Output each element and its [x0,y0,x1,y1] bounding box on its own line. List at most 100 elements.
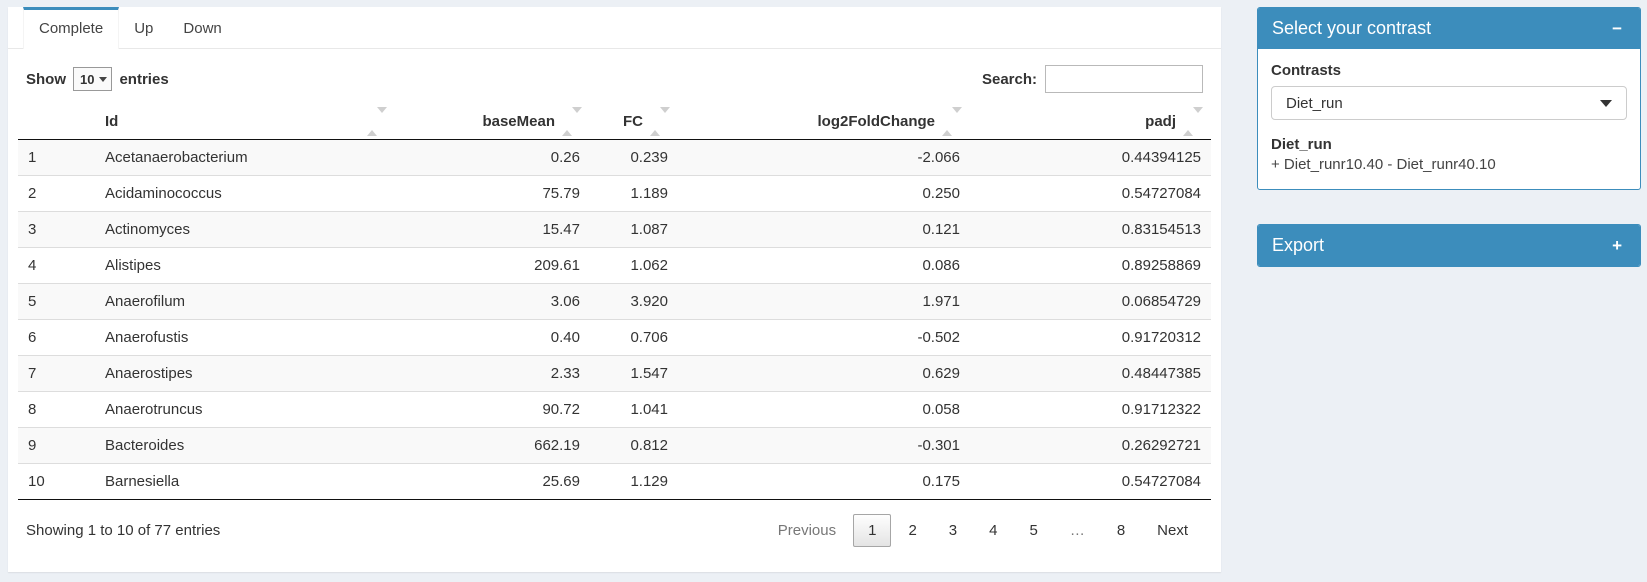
header-basemean-label: baseMean [482,113,555,130]
search-label: Search: [982,71,1037,88]
cell-fc: 1.547 [590,356,678,392]
cell-fc: 1.189 [590,176,678,212]
cell-basemean: 90.72 [395,392,590,428]
cell-row-number: 7 [18,356,95,392]
header-log2foldchange[interactable]: log2FoldChange [678,105,970,140]
cell-row-number: 1 [18,140,95,176]
cell-id: Actinomyces [95,212,395,248]
cell-id: Anaerostipes [95,356,395,392]
page-button-5[interactable]: 5 [1014,514,1052,547]
header-id[interactable]: Id [95,105,395,140]
table-info: Showing 1 to 10 of 77 entries [26,522,220,539]
header-row-number [18,105,95,140]
cell-row-number: 8 [18,392,95,428]
cell-log2foldchange: -0.301 [678,428,970,464]
page-button-1[interactable]: 1 [853,514,891,547]
cell-padj: 0.44394125 [970,140,1211,176]
header-padj-label: padj [1145,113,1176,130]
cell-padj: 0.91712322 [970,392,1211,428]
table-row: 4 Alistipes 209.61 1.062 0.086 0.8925886… [18,248,1211,284]
page-button-2[interactable]: 2 [893,514,931,547]
cell-id: Bacteroides [95,428,395,464]
cell-basemean: 0.26 [395,140,590,176]
collapse-minus-icon[interactable]: − [1608,20,1626,38]
contrast-name: Diet_run [1271,136,1627,153]
cell-log2foldchange: -0.502 [678,320,970,356]
cell-row-number: 9 [18,428,95,464]
page-length-select[interactable]: 10 [73,67,112,91]
header-padj[interactable]: padj [970,105,1211,140]
entries-label: entries [119,71,168,88]
table-row: 7 Anaerostipes 2.33 1.547 0.629 0.484473… [18,356,1211,392]
select-contrast-header[interactable]: Select your contrast − [1258,8,1640,49]
tab-complete[interactable]: Complete [23,7,119,49]
tab-down[interactable]: Down [168,7,236,48]
page-button-4[interactable]: 4 [974,514,1012,547]
page-length-control: Show 10 entries [26,67,169,91]
cell-log2foldchange: 0.250 [678,176,970,212]
table-row: 6 Anaerofustis 0.40 0.706 -0.502 0.91720… [18,320,1211,356]
cell-id: Anaerofilum [95,284,395,320]
expand-plus-icon[interactable]: + [1608,237,1626,255]
cell-padj: 0.48447385 [970,356,1211,392]
header-fc[interactable]: FC [590,105,678,140]
table-row: 5 Anaerofilum 3.06 3.920 1.971 0.0685472… [18,284,1211,320]
previous-page-button[interactable]: Previous [763,514,851,547]
header-id-label: Id [105,113,118,130]
table-row: 1 Acetanaerobacterium 0.26 0.239 -2.066 … [18,140,1211,176]
results-tabs: Complete Up Down [8,7,1221,49]
cell-fc: 1.062 [590,248,678,284]
cell-basemean: 15.47 [395,212,590,248]
cell-fc: 1.041 [590,392,678,428]
cell-row-number: 2 [18,176,95,212]
cell-fc: 1.087 [590,212,678,248]
cell-basemean: 25.69 [395,464,590,500]
cell-padj: 0.89258869 [970,248,1211,284]
tab-up[interactable]: Up [119,7,168,48]
cell-basemean: 2.33 [395,356,590,392]
cell-log2foldchange: -2.066 [678,140,970,176]
page-button-3[interactable]: 3 [934,514,972,547]
cell-id: Acetanaerobacterium [95,140,395,176]
cell-padj: 0.91720312 [970,320,1211,356]
page-length-value: 10 [80,72,94,87]
header-log2foldchange-label: log2FoldChange [818,113,936,130]
header-fc-label: FC [623,113,643,130]
cell-fc: 0.706 [590,320,678,356]
export-title: Export [1272,235,1324,256]
cell-padj: 0.83154513 [970,212,1211,248]
contrasts-label: Contrasts [1271,62,1627,79]
select-contrast-title: Select your contrast [1272,18,1431,39]
contrast-select-value: Diet_run [1286,95,1343,112]
cell-basemean: 75.79 [395,176,590,212]
caret-down-icon [99,77,107,82]
table-controls: Show 10 entries Search: [18,59,1211,105]
cell-fc: 0.239 [590,140,678,176]
cell-basemean: 3.06 [395,284,590,320]
cell-fc: 1.129 [590,464,678,500]
cell-row-number: 4 [18,248,95,284]
contrast-formula: + Diet_runr10.40 - Diet_runr40.10 [1271,156,1627,173]
cell-basemean: 209.61 [395,248,590,284]
table-row: 9 Bacteroides 662.19 0.812 -0.301 0.2629… [18,428,1211,464]
cell-row-number: 5 [18,284,95,320]
page-button-8[interactable]: 8 [1102,514,1140,547]
table-row: 2 Acidaminococcus 75.79 1.189 0.250 0.54… [18,176,1211,212]
cell-log2foldchange: 0.086 [678,248,970,284]
cell-basemean: 662.19 [395,428,590,464]
select-contrast-panel: Select your contrast − Contrasts Diet_ru… [1257,7,1641,190]
export-header[interactable]: Export + [1258,225,1640,266]
cell-row-number: 10 [18,464,95,500]
search-input[interactable] [1045,65,1203,93]
search-control: Search: [982,65,1203,93]
cell-padj: 0.26292721 [970,428,1211,464]
header-basemean[interactable]: baseMean [395,105,590,140]
next-page-button[interactable]: Next [1142,514,1203,547]
cell-row-number: 3 [18,212,95,248]
table-row: 8 Anaerotruncus 90.72 1.041 0.058 0.9171… [18,392,1211,428]
cell-log2foldchange: 0.058 [678,392,970,428]
cell-padj: 0.06854729 [970,284,1211,320]
cell-log2foldchange: 0.629 [678,356,970,392]
contrast-select[interactable]: Diet_run [1271,86,1627,120]
table-row: 3 Actinomyces 15.47 1.087 0.121 0.831545… [18,212,1211,248]
